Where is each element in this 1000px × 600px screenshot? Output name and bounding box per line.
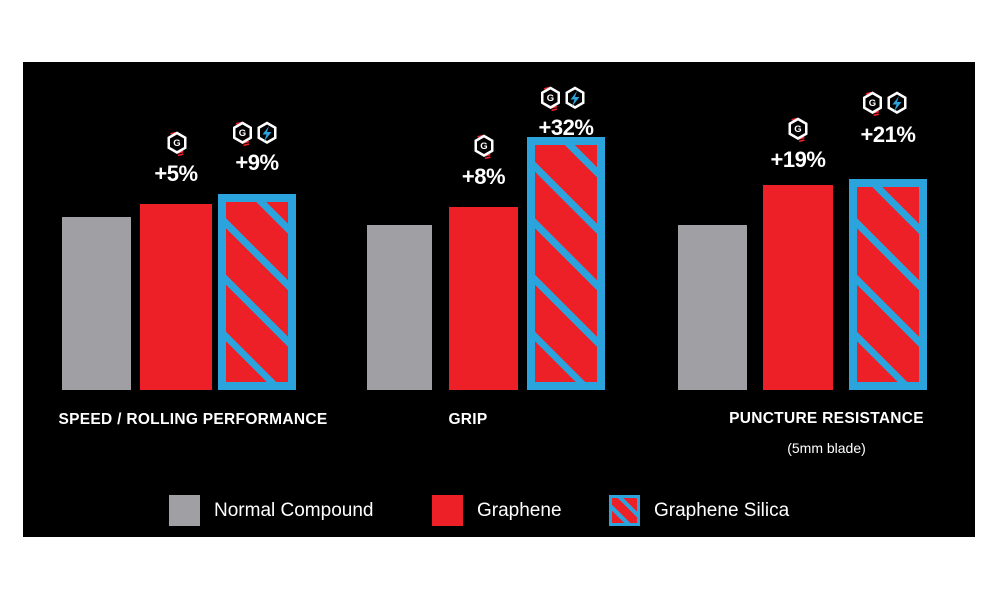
value-label-silica-grip: +32% xyxy=(538,115,594,140)
bar-frame xyxy=(222,198,292,386)
bar-group-puncture: G G xyxy=(663,62,975,537)
legend-item-graphene-silica: Graphene Silica xyxy=(609,495,789,526)
svg-text:G: G xyxy=(547,93,554,104)
hatch-pattern xyxy=(853,183,923,386)
category-label-grip: GRIP xyxy=(448,411,488,428)
bar-frame xyxy=(531,141,601,386)
graphene-silica-duo-logo-icon: G xyxy=(540,84,592,114)
value-label-graphene-grip: +8% xyxy=(461,164,506,189)
graphene-silica-duo-logo-icon: G xyxy=(862,89,914,119)
legend-label-graphene-silica: Graphene Silica xyxy=(654,499,790,521)
bar-silica-grip xyxy=(527,137,605,390)
bar-normal-speed xyxy=(62,217,131,390)
bar-frame xyxy=(853,183,923,386)
svg-text:G: G xyxy=(173,138,180,149)
legend-item-graphene: Graphene xyxy=(432,495,562,526)
value-label-silica-puncture: +21% xyxy=(860,122,916,147)
bar-graphene-speed xyxy=(140,204,212,390)
category-sublabel-puncture: (5mm blade) xyxy=(787,440,866,456)
value-label-graphene-speed: +5% xyxy=(154,161,198,186)
hatch-pattern xyxy=(612,498,637,523)
hatch-pattern xyxy=(531,141,601,386)
chart-legend: Normal Compound Graphene Graphene Silica xyxy=(23,495,975,541)
bar-normal-puncture xyxy=(678,225,747,390)
gray-swatch-icon xyxy=(169,495,200,526)
bar-group-grip: G G xyxy=(343,62,643,537)
svg-text:G: G xyxy=(869,98,876,109)
hatched-swatch-icon xyxy=(609,495,640,526)
value-label-graphene-puncture: +19% xyxy=(770,147,826,172)
category-label-puncture: PUNCTURE RESISTANCE xyxy=(729,410,924,427)
hatch-pattern xyxy=(222,198,292,386)
value-label-silica-speed: +9% xyxy=(235,150,279,175)
red-swatch-icon xyxy=(432,495,463,526)
bar-normal-grip xyxy=(367,225,432,390)
legend-label-graphene: Graphene xyxy=(477,499,562,521)
bar-silica-speed xyxy=(218,194,296,390)
chart-panel: G G xyxy=(23,62,975,537)
legend-item-normal-compound: Normal Compound xyxy=(169,495,373,526)
svg-text:G: G xyxy=(239,128,246,139)
svg-text:G: G xyxy=(794,124,801,135)
category-label-speed: SPEED / ROLLING PERFORMANCE xyxy=(58,411,328,428)
bar-graphene-grip xyxy=(449,207,518,390)
bar-silica-puncture xyxy=(849,179,927,390)
graphene-hex-logo-icon: G xyxy=(469,132,499,162)
graphene-silica-duo-logo-icon: G xyxy=(232,119,284,149)
bar-graphene-puncture xyxy=(763,185,833,390)
graphene-hex-logo-icon: G xyxy=(783,115,813,145)
graphene-hex-logo-icon: G xyxy=(162,129,192,159)
bar-group-speed: G G xyxy=(23,62,323,537)
legend-label-normal-compound: Normal Compound xyxy=(214,499,374,521)
svg-text:G: G xyxy=(480,141,487,152)
plot-area: G G xyxy=(23,62,975,537)
